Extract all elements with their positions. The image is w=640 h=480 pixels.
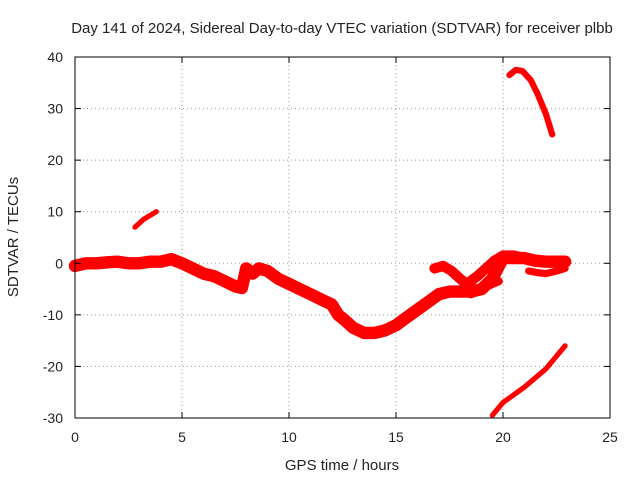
chart-title: Day 141 of 2024, Sidereal Day-to-day VTE… <box>71 20 613 37</box>
y-tick-label: 40 <box>47 49 63 65</box>
x-tick-label: 5 <box>178 429 186 445</box>
grid <box>75 57 610 418</box>
y-tick-label: 10 <box>47 204 63 220</box>
series-short-segment <box>132 209 159 230</box>
x-tick-labels: 0 5 10 15 20 25 <box>71 429 618 445</box>
y-tick-labels: -30 -20 -10 0 10 20 30 40 <box>43 49 63 426</box>
x-tick-label: 25 <box>602 429 618 445</box>
y-tick-label: 20 <box>47 152 63 168</box>
y-tick-label: 30 <box>47 101 63 117</box>
x-axis-label: GPS time / hours <box>285 457 399 474</box>
y-tick-label: -20 <box>43 358 63 374</box>
series-right-flat <box>525 264 569 278</box>
x-tick-label: 20 <box>495 429 511 445</box>
data-series <box>68 66 572 418</box>
x-tick-label: 0 <box>71 429 79 445</box>
plot-frame <box>74 56 611 419</box>
y-axis-label: SDTVAR / TECUs <box>5 177 22 297</box>
y-tick-label: 0 <box>55 255 63 271</box>
y-tick-label: -30 <box>43 410 63 426</box>
series-lower-branch <box>466 277 503 299</box>
series-top-arc <box>506 66 556 138</box>
axis-ticks <box>74 56 611 419</box>
x-tick-label: 15 <box>388 429 404 445</box>
series-upper-branch <box>429 250 530 290</box>
y-tick-label: -10 <box>43 307 63 323</box>
series-bottom-rise <box>489 343 568 418</box>
x-tick-label: 10 <box>281 429 297 445</box>
